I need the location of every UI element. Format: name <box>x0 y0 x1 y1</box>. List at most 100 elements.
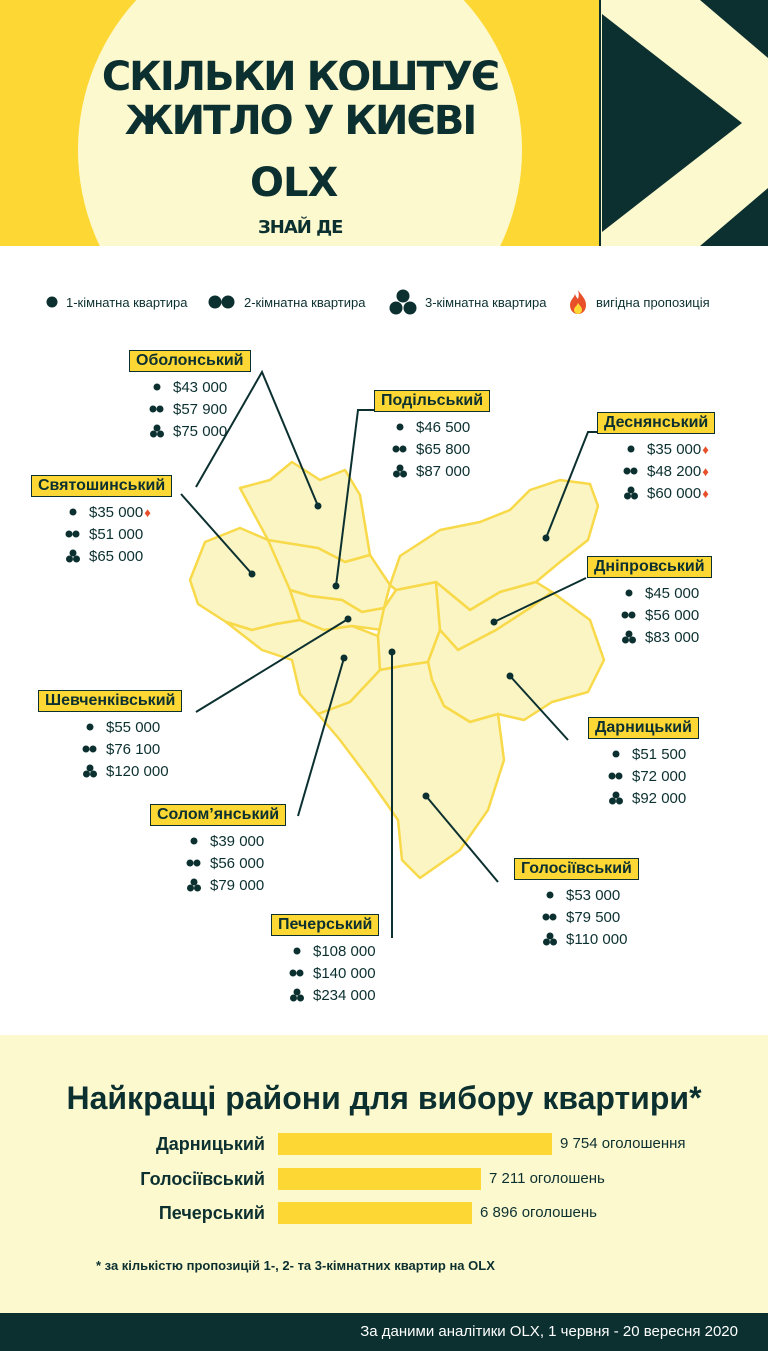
footnote: * за кількістю пропозицій 1-, 2- та 3-кі… <box>96 1258 495 1273</box>
leader-shevchenkivskyi <box>195 618 349 713</box>
one-dot-icon <box>388 423 412 431</box>
bar-value: 9 754 оголошення <box>560 1135 686 1152</box>
fire-icon: ♦ <box>702 485 709 501</box>
one-dot-icon <box>61 508 85 516</box>
footer: За даними аналітики OLX, 1 червня - 20 в… <box>0 1313 768 1351</box>
district-name: Печерський <box>271 914 380 936</box>
corner-triangle-bottom-icon <box>700 188 768 246</box>
price-1-room: $55 000 <box>78 716 182 738</box>
district-darnytskyi: Дарницький $51 500 $72 000 $92 000 <box>588 717 699 809</box>
three-dots-icon <box>538 932 562 946</box>
header-banner: СКІЛЬКИ КОШТУЄ ЖИТЛО У КИЄВІ OLX ЗНАЙ ДЕ <box>0 0 768 246</box>
price-value: $92 000 <box>632 789 687 807</box>
leader-darnytskyi <box>509 675 569 741</box>
tagline: ЗНАЙ ДЕ <box>258 217 343 238</box>
three-dots-icon <box>604 791 628 805</box>
price-3-room: $79 000 <box>182 874 286 896</box>
legend-one-room: 1-кімнатна квартира <box>46 288 187 316</box>
two-dots-icon <box>61 530 85 538</box>
price-value: $65 800 <box>416 440 471 458</box>
price-2-room: $72 000 <box>604 765 699 787</box>
price-value: $48 200 <box>647 462 702 480</box>
bar-label: Голосіївський <box>140 1169 265 1189</box>
price-3-room: $120 000 <box>78 760 182 782</box>
price-value: $140 000 <box>313 964 376 982</box>
one-dot-icon <box>619 445 643 453</box>
price-value: $51 500 <box>632 745 687 763</box>
district-name: Дніпровський <box>587 556 712 578</box>
price-value: $87 000 <box>416 462 471 480</box>
legend-three-room-label: 3-кімнатна квартира <box>425 294 547 310</box>
fire-icon: ♦ <box>702 463 709 479</box>
district-name: Оболонський <box>129 350 251 372</box>
price-1-room: $46 500 <box>388 416 490 438</box>
price-value: $43 000 <box>173 378 228 396</box>
three-dots-icon <box>388 464 412 478</box>
price-value: $56 000 <box>645 606 700 624</box>
price-value: $79 500 <box>566 908 621 926</box>
price-3-room: $83 000 <box>617 626 712 648</box>
two-dots-icon <box>604 772 628 780</box>
play-triangle-icon <box>602 14 742 232</box>
price-1-room: $43 000 <box>145 376 251 398</box>
district-shevchenkivskyi: Шевченківський $55 000 $76 100 $120 000 <box>38 690 183 782</box>
district-desnianskyi: Деснянський $35 000 ♦ $48 200 ♦ $60 000 ♦ <box>597 412 716 504</box>
price-value: $110 000 <box>566 930 628 948</box>
price-1-room: $53 000 <box>538 884 639 906</box>
price-2-room: $57 900 <box>145 398 251 420</box>
price-value: $35 000 <box>89 503 144 521</box>
one-dot-icon <box>538 891 562 899</box>
district-podilskyi: Подільський $46 500 $65 800 $87 000 <box>374 390 491 482</box>
bar-value: 7 211 оголошень <box>489 1170 605 1187</box>
price-value: $55 000 <box>106 718 161 736</box>
price-2-room: $51 000 <box>61 523 172 545</box>
bar-row: Голосіївський 7 211 оголошень <box>0 1168 768 1190</box>
bar <box>278 1202 472 1224</box>
legend-deal: вигідна пропозиція <box>568 288 710 316</box>
price-3-room: $60 000 ♦ <box>619 482 715 504</box>
fire-icon <box>570 290 586 314</box>
leader-dniprovskyi <box>493 577 587 623</box>
price-1-room: $45 000 <box>617 582 712 604</box>
price-2-room: $48 200 ♦ <box>619 460 715 482</box>
two-dots-icon <box>208 295 235 309</box>
district-area-holosiivskyi <box>316 660 506 880</box>
legend-deal-label: вигідна пропозиція <box>596 294 710 310</box>
price-2-room: $76 100 <box>78 738 182 760</box>
price-value: $60 000 <box>647 484 702 502</box>
price-value: $83 000 <box>645 628 700 646</box>
footer-source: За даними аналітики OLX, 1 червня - 20 в… <box>360 1323 738 1340</box>
legend: 1-кімнатна квартира 2-кімнатна квартира … <box>0 288 768 316</box>
price-1-room: $108 000 <box>285 940 379 962</box>
price-3-room: $65 000 <box>61 545 172 567</box>
two-dots-icon <box>182 859 206 867</box>
price-2-room: $140 000 <box>285 962 379 984</box>
fire-icon: ♦ <box>144 504 151 520</box>
district-holosiivskyi: Голосіївський $53 000 $79 500 $110 000 <box>514 858 639 950</box>
bar-row: Печерський 6 896 оголошень <box>0 1202 768 1224</box>
price-3-room: $92 000 <box>604 787 699 809</box>
price-value: $45 000 <box>645 584 700 602</box>
price-value: $39 000 <box>210 832 265 850</box>
price-value: $108 000 <box>313 942 376 960</box>
price-value: $46 500 <box>416 418 471 436</box>
two-dots-icon <box>617 611 641 619</box>
legend-three-room: 3-кімнатна квартира <box>389 288 546 316</box>
three-dots-icon <box>61 549 85 563</box>
three-dots-icon <box>182 878 206 892</box>
district-sviatoshynskyi: Святошинський $35 000 ♦ $51 000 $65 000 <box>31 475 173 567</box>
district-name: Святошинський <box>31 475 173 497</box>
district-name: Голосіївський <box>514 858 639 880</box>
title-line-2: ЖИТЛО У КИЄВІ <box>124 98 478 144</box>
price-2-room: $79 500 <box>538 906 639 928</box>
district-dniprovskyi: Дніпровський $45 000 $56 000 $83 000 <box>587 556 712 648</box>
three-dots-icon <box>285 988 309 1002</box>
legend-two-room-label: 2-кімнатна квартира <box>244 294 366 310</box>
price-3-room: $110 000 <box>538 928 639 950</box>
three-dots-icon <box>617 630 641 644</box>
price-value: $79 000 <box>210 876 265 894</box>
bar-value: 6 896 оголошень <box>480 1204 597 1221</box>
one-dot-icon <box>78 723 102 731</box>
two-dots-icon <box>145 405 169 413</box>
price-1-room: $35 000 ♦ <box>619 438 715 460</box>
